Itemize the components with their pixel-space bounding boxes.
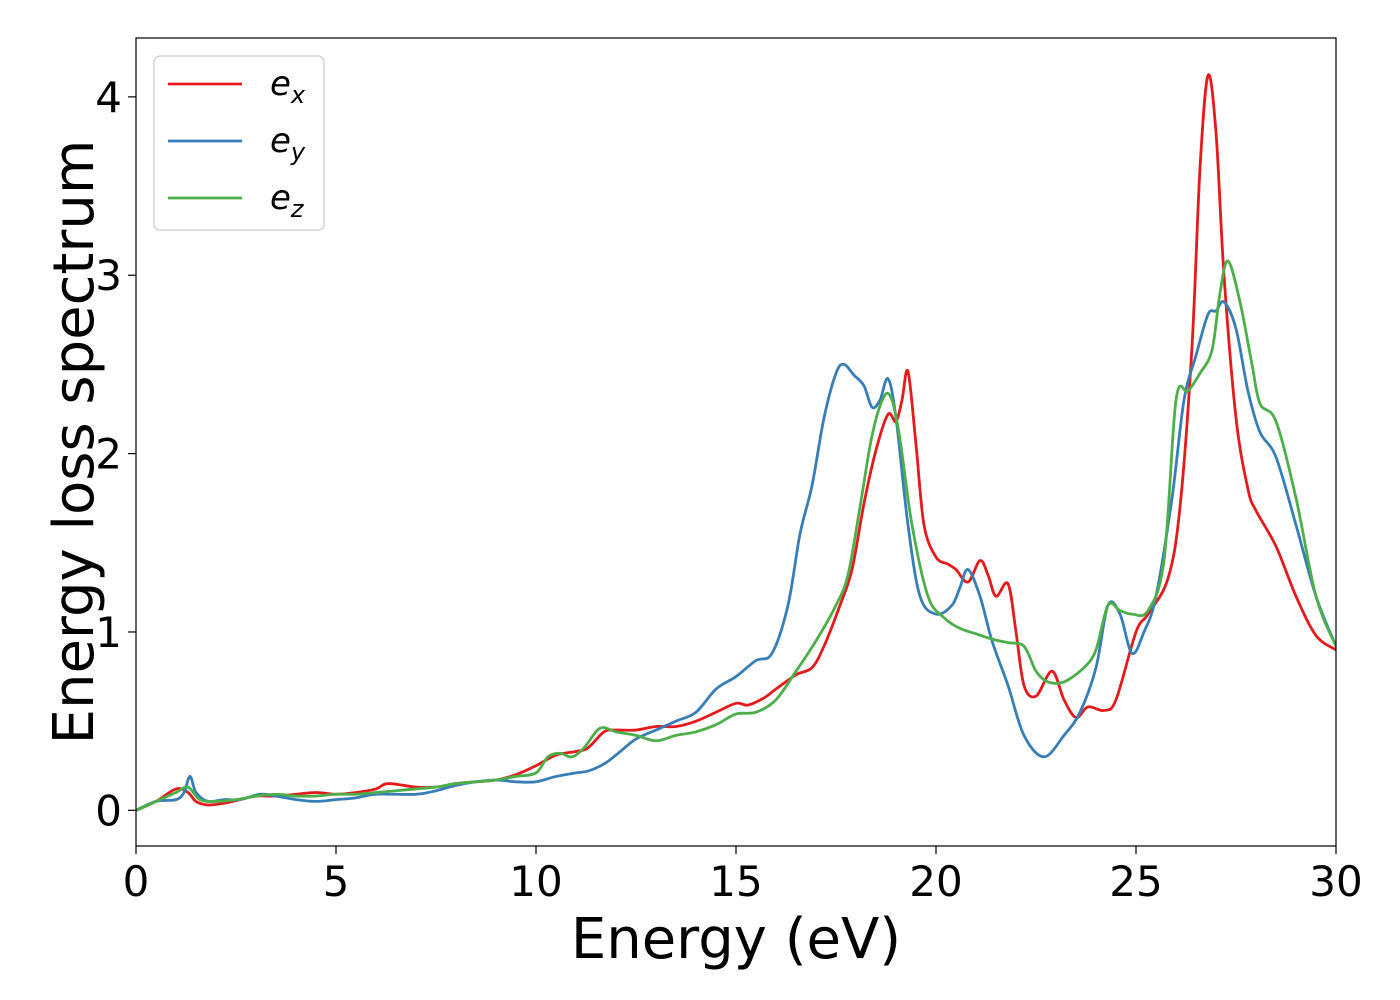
x-tick-label: 10 [509,857,562,906]
y-tick-label: 4 [95,73,122,122]
x-axis: 0 5 10 15 20 25 30 [123,846,1363,906]
y-axis-label: Energy loss spectrum [42,140,107,745]
y-tick-label: 2 [95,430,122,479]
legend-label-e-y: ey [270,121,306,166]
series-line-e-x [136,73,1336,812]
x-tick-label: 15 [709,857,762,906]
legend: ex ey ez [153,55,325,231]
x-axis-label: Energy (eV) [571,907,901,972]
y-tick-label: 0 [95,786,122,835]
x-tick-label: 0 [123,857,150,906]
series-line-e-y [136,300,1336,812]
y-tick-label: 3 [95,251,122,300]
y-tick-label: 1 [95,608,122,657]
x-tick-label: 20 [909,857,962,906]
series-line-e-z [136,259,1336,812]
x-tick-label: 5 [323,857,350,906]
legend-box [153,55,325,231]
legend-label-e-z: ez [270,178,305,223]
x-tick-label: 30 [1309,857,1362,906]
plot-lines [136,73,1336,812]
y-axis: 0 1 2 3 4 [95,73,136,835]
legend-label-e-x: ex [270,64,306,109]
x-tick-label: 25 [1109,857,1162,906]
